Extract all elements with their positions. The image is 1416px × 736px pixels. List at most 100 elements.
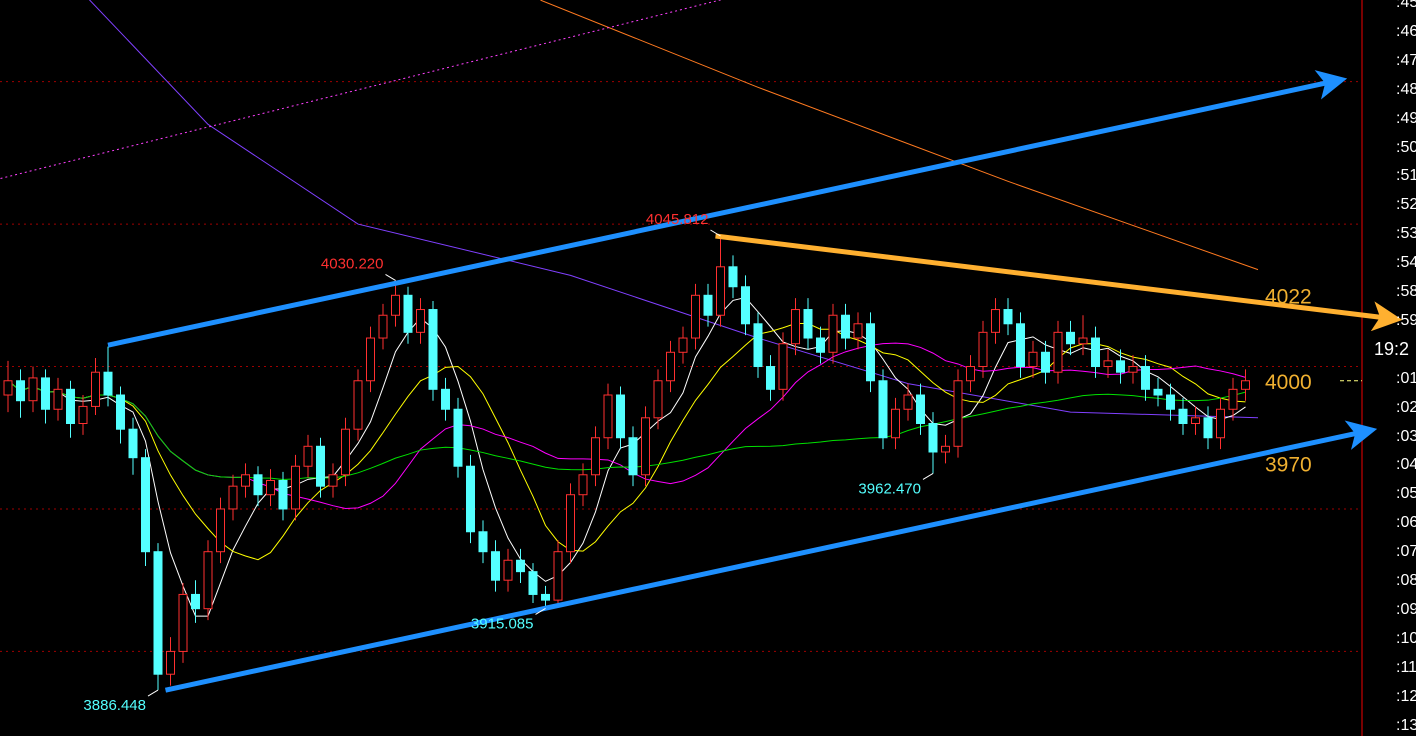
lower-channel-arrow	[164, 420, 1378, 693]
candle-up	[903, 394, 913, 410]
candle-up	[978, 331, 988, 368]
candle-down	[1066, 331, 1075, 345]
candle-up	[378, 314, 388, 339]
candle-up	[778, 343, 788, 390]
axis-tick-label: :49	[1396, 109, 1416, 127]
candle-up	[341, 428, 350, 476]
candle-up	[653, 380, 663, 419]
candle-down	[41, 377, 50, 410]
candle-up	[853, 323, 863, 339]
candle-down	[1016, 323, 1025, 368]
extreme-price-label: 3962.470	[858, 480, 921, 497]
candle-up	[553, 551, 563, 601]
candle-up	[941, 445, 950, 453]
candle-up	[291, 465, 300, 510]
price-level-label: 4000	[1265, 371, 1312, 394]
candle-down	[741, 286, 750, 325]
candle-down	[428, 309, 438, 390]
candle-down	[1041, 351, 1050, 373]
candle-down	[516, 559, 525, 573]
price-level-label: 3970	[1265, 453, 1312, 476]
candle-down	[841, 314, 850, 339]
candle-up	[303, 445, 313, 467]
candle-down	[1003, 309, 1013, 325]
candle-down	[928, 422, 938, 453]
candle-up	[391, 294, 400, 316]
candle-up	[1216, 408, 1225, 439]
axis-tick-label: :09	[1396, 600, 1416, 618]
axis-tick-label: :13	[1396, 716, 1416, 734]
axis-tick-label: :53	[1396, 225, 1416, 243]
candle-up	[1078, 337, 1088, 345]
candle-up	[578, 474, 588, 496]
candle-up	[91, 371, 100, 407]
candle-down	[116, 394, 125, 430]
candle-down	[803, 309, 813, 339]
axis-tick-label: :11	[1396, 658, 1416, 676]
candle-down	[453, 408, 463, 467]
candle-down	[1203, 417, 1213, 439]
candle-up	[266, 479, 275, 496]
axis-tick-label: :04	[1396, 456, 1416, 474]
candle-up	[1228, 388, 1238, 410]
resistance-arrow	[715, 233, 1403, 332]
candle-down	[703, 294, 713, 316]
candle-down	[466, 465, 475, 533]
candle-up	[353, 380, 363, 430]
candle-down	[1178, 408, 1188, 424]
candle-down	[1116, 360, 1125, 373]
candle-up	[28, 377, 38, 402]
candle-up	[1053, 331, 1063, 373]
candle-up	[591, 437, 600, 476]
axis-tick-label: :48	[1396, 80, 1416, 98]
candle-up	[691, 294, 700, 339]
axis-tick-label: :12	[1396, 687, 1416, 705]
axis-tick-label: :01	[1396, 369, 1416, 387]
upper-channel-arrow	[107, 70, 1348, 348]
candle-up	[666, 351, 675, 382]
candle-up	[1128, 366, 1138, 373]
candle-down	[191, 593, 200, 610]
candle-up	[53, 388, 63, 410]
annotation-pointer	[535, 608, 546, 615]
extreme-price-label: 3915.085	[471, 615, 534, 632]
axis-tick-label: :59	[1396, 311, 1416, 329]
candle-down	[278, 479, 288, 510]
candle-up	[716, 266, 725, 316]
axis-tick-label: :07	[1396, 543, 1416, 561]
ma-long-orange	[540, 0, 1259, 271]
candle-up	[366, 337, 375, 382]
candle-down	[866, 323, 875, 382]
extension-magenta-dotted	[0, 0, 723, 179]
price-level-label: 4022	[1265, 285, 1312, 308]
annotation-pointer	[922, 473, 934, 480]
candle-down	[128, 428, 138, 459]
candle-up	[891, 408, 900, 439]
candle-up	[1103, 360, 1113, 368]
candle-up	[228, 485, 238, 510]
candle-down	[816, 337, 825, 353]
candle-down	[253, 474, 263, 496]
axis-tick-label: :45	[1396, 0, 1416, 11]
candle-up	[1241, 380, 1250, 390]
candle-up	[1028, 351, 1038, 368]
candle-up	[966, 366, 975, 382]
ma10-line	[7, 322, 1246, 561]
candle-up	[78, 405, 88, 424]
candle-down	[478, 531, 488, 553]
annotation-pointer	[385, 273, 396, 281]
axis-tick-label: :05	[1396, 485, 1416, 503]
extreme-price-label: 4030.220	[321, 255, 384, 272]
candle-down	[103, 371, 113, 396]
candle-up	[3, 380, 13, 396]
ma5-line	[7, 297, 1246, 617]
axis-tick-label: :08	[1396, 572, 1416, 589]
candle-down	[141, 457, 150, 553]
candle-down	[1091, 337, 1100, 368]
candle-down	[316, 445, 325, 487]
extreme-price-label: 4045.812	[646, 211, 709, 228]
candle-down	[66, 388, 75, 424]
axis-tick-label: :03	[1396, 427, 1416, 445]
candle-up	[791, 309, 800, 345]
candle-up	[166, 650, 175, 675]
